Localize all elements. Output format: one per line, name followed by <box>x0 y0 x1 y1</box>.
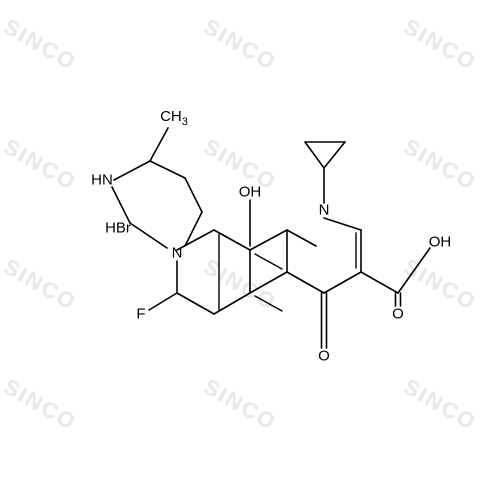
atom-n-piperazine: N <box>172 245 183 262</box>
atom-o-acid-dbl: O <box>392 306 404 323</box>
atom-f: F <box>136 306 145 323</box>
molecule-structure <box>0 0 500 500</box>
atom-hbr: HBr <box>105 220 131 237</box>
atom-nh-piperazine: HN <box>91 172 113 189</box>
atom-oh-acid: OH <box>429 234 452 251</box>
atom-o-ketone: O <box>318 348 330 365</box>
atom-n-quinolone: N <box>319 202 330 219</box>
atom-oh: OH <box>239 184 262 201</box>
atom-ch3: CH3 <box>160 108 188 128</box>
